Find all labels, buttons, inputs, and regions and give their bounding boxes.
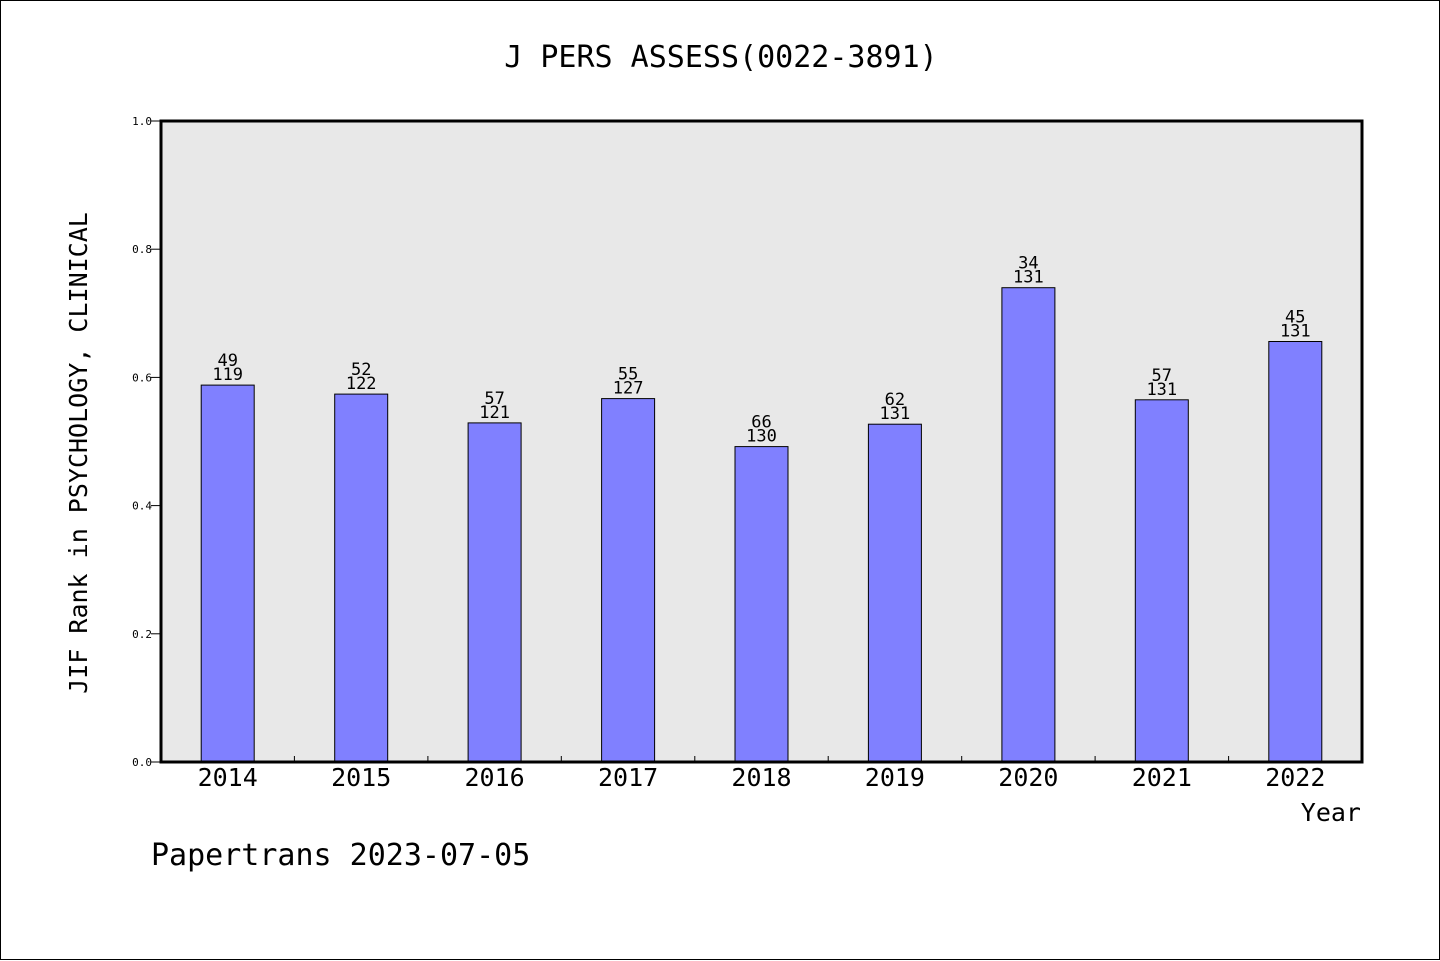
bar-total-label-2015: 122 bbox=[346, 374, 377, 394]
bars-group bbox=[200, 287, 1323, 763]
chart-title: J PERS ASSESS(0022-3891) bbox=[504, 40, 937, 75]
bar-rank-label-2018: 66 bbox=[751, 413, 771, 433]
y-tick-label: 0.0 bbox=[132, 756, 152, 769]
bar-total-label-2021: 131 bbox=[1146, 380, 1177, 400]
bar-2019 bbox=[867, 423, 922, 763]
bar-2020 bbox=[1001, 287, 1056, 763]
x-axis-label: Year bbox=[1301, 798, 1361, 827]
bar-total-label-2016: 121 bbox=[479, 403, 510, 423]
bar-rank-label-2015: 52 bbox=[351, 360, 371, 380]
bar-2017 bbox=[601, 398, 656, 763]
bar-rank-label-2020: 34 bbox=[1018, 254, 1038, 274]
y-tick-label: 0.4 bbox=[132, 500, 152, 513]
bar-rank-label-2014: 49 bbox=[217, 351, 237, 371]
y-axis-label: JIF Rank in PSYCHOLOGY, CLINICAL bbox=[64, 212, 93, 694]
bar-2018 bbox=[734, 446, 789, 763]
bar-2022 bbox=[1268, 341, 1323, 763]
x-tick-label-2022: 2022 bbox=[1265, 763, 1325, 792]
bar-2014 bbox=[200, 384, 255, 763]
bar-rank-label-2021: 57 bbox=[1152, 366, 1172, 386]
bar-total-label-2018: 130 bbox=[746, 427, 777, 447]
bar-total-label-2020: 131 bbox=[1013, 268, 1044, 288]
bar-2021 bbox=[1134, 399, 1189, 763]
x-axis: 2014 2015 2016 2017 2018 2019 2020 2021 2022 bbox=[198, 756, 1325, 792]
bar-2015 bbox=[334, 393, 389, 763]
x-tick-label-2018: 2018 bbox=[731, 763, 791, 792]
bar-total-label-2014: 119 bbox=[212, 365, 243, 385]
bar-2016 bbox=[467, 422, 522, 763]
x-tick-label-2014: 2014 bbox=[198, 763, 258, 792]
bar-total-label-2017: 127 bbox=[613, 379, 644, 399]
bar-rank-label-2016: 57 bbox=[484, 389, 504, 409]
footer-credit: Papertrans 2023-07-05 bbox=[151, 838, 530, 873]
plot-border bbox=[159, 119, 1364, 764]
y-tick-label: 0.2 bbox=[132, 628, 152, 641]
y-tick-label: 1.0 bbox=[132, 115, 152, 128]
bar-total-label-2019: 131 bbox=[880, 404, 911, 424]
bar-rank-label-2017: 55 bbox=[618, 365, 638, 385]
bar-rank-label-2019: 62 bbox=[885, 390, 905, 410]
y-tick-label: 0.8 bbox=[132, 243, 152, 256]
x-tick-label-2016: 2016 bbox=[464, 763, 524, 792]
x-tick-label-2019: 2019 bbox=[865, 763, 925, 792]
x-tick-label-2015: 2015 bbox=[331, 763, 391, 792]
x-tick-label-2021: 2021 bbox=[1132, 763, 1192, 792]
x-tick-label-2017: 2017 bbox=[598, 763, 658, 792]
bar-rank-label-2022: 45 bbox=[1285, 308, 1305, 328]
bar-total-label-2022: 131 bbox=[1280, 322, 1311, 342]
y-tick-label: 0.6 bbox=[132, 371, 152, 384]
y-axis: 0.0 0.2 0.4 0.6 0.8 1.0 bbox=[132, 115, 161, 769]
x-tick-label-2020: 2020 bbox=[998, 763, 1058, 792]
